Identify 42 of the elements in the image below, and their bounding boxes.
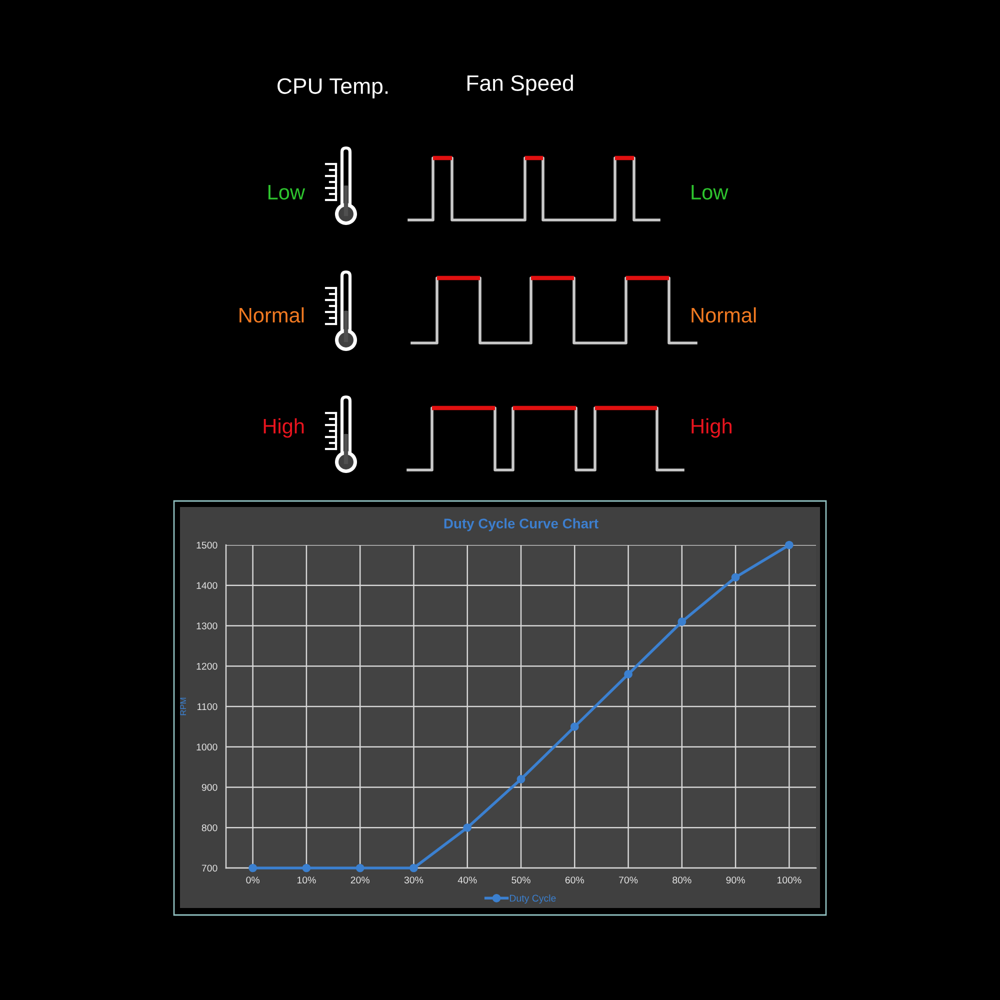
x-tick-label: 20% <box>350 876 370 884</box>
y-tick-label: 1300 <box>196 622 218 630</box>
y-tick-label: 900 <box>202 784 218 791</box>
x-tick-label: 90% <box>726 876 745 884</box>
x-tick-label: 0% <box>246 876 260 884</box>
category-label: Low <box>268 185 306 200</box>
y-tick-label: 1100 <box>198 703 218 710</box>
point <box>356 864 364 872</box>
point <box>624 670 632 678</box>
x-tick-label: 80% <box>672 876 692 884</box>
y-tick-label: 1500 <box>196 542 218 549</box>
point <box>678 618 686 626</box>
x-tick-label: 50% <box>512 876 530 884</box>
point <box>785 540 794 550</box>
point <box>302 864 311 872</box>
x-tick-label: 10% <box>297 876 316 884</box>
point <box>248 864 257 872</box>
y-tick-label: 700 <box>202 864 218 872</box>
category-label: Fan Speed <box>467 74 573 96</box>
point <box>410 864 418 872</box>
x-tick-label: 30% <box>404 876 424 884</box>
x-tick-label: 40% <box>458 876 477 884</box>
category-label: Normal <box>240 307 304 323</box>
point <box>731 573 740 582</box>
x-tick-label: 100% <box>777 876 802 884</box>
point <box>463 823 472 832</box>
y-axis-title: RPM <box>180 698 186 716</box>
y-tick-label: 1000 <box>196 744 218 750</box>
y-tick-label: 1200 <box>196 662 218 670</box>
point <box>570 722 579 731</box>
chart-title: Duty Cycle Curve Chart <box>444 518 598 532</box>
category-label: CPU Temp. <box>278 78 388 98</box>
legend-label: Duty Cycle <box>510 894 556 904</box>
x-tick-label: 70% <box>619 876 638 884</box>
category-label: High <box>264 418 304 438</box>
point <box>516 775 526 784</box>
y-tick-label: 1400 <box>196 582 218 589</box>
category-label: Normal <box>692 307 756 323</box>
category-label: Low <box>692 185 728 200</box>
x-tick-label: 60% <box>565 876 584 884</box>
y-tick-label: 800 <box>202 824 218 832</box>
category-label: High <box>692 418 732 438</box>
